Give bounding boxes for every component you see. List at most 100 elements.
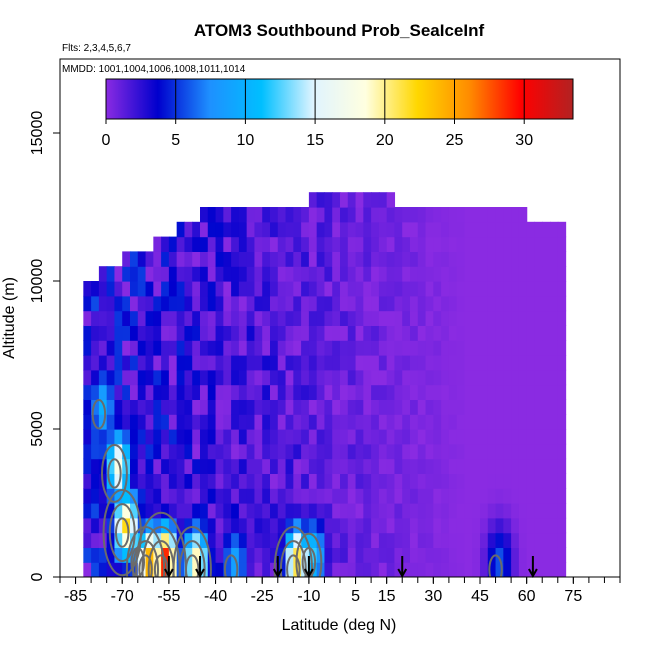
curtain-cell	[215, 236, 224, 252]
curtain-cell	[301, 443, 310, 460]
curtain-cell	[542, 517, 551, 534]
curtain-cell	[503, 221, 512, 238]
curtain-cell	[207, 473, 217, 489]
curtain-cell	[324, 251, 333, 267]
curtain-cell	[480, 517, 489, 534]
curtain-cell	[91, 473, 100, 489]
curtain-cell	[402, 251, 411, 267]
y-axis-label: Altitude (m)	[1, 277, 18, 359]
curtain-cell	[285, 473, 294, 489]
curtain-cell	[114, 414, 123, 430]
curtain-cell	[472, 488, 481, 504]
curtain-cell	[511, 473, 520, 489]
curtain-cell	[425, 207, 434, 223]
curtain-cell	[137, 547, 147, 563]
curtain-cell	[215, 221, 224, 238]
curtain-cell	[472, 369, 481, 386]
curtain-cell	[347, 532, 357, 548]
curtain-cell	[480, 399, 489, 415]
curtain-cell	[518, 532, 528, 548]
curtain-cell	[153, 517, 162, 534]
curtain-cell	[495, 562, 504, 577]
curtain-cell	[487, 207, 497, 223]
curtain-cell	[137, 295, 147, 312]
curtain-cell	[487, 547, 497, 563]
curtain-cell	[433, 369, 442, 386]
curtain-cell	[464, 399, 473, 415]
curtain-cell	[98, 295, 108, 312]
curtain-cell	[425, 295, 434, 312]
curtain-cell	[472, 458, 481, 474]
curtain-cell	[480, 221, 489, 238]
curtain-layer	[83, 192, 567, 577]
curtain-cell	[456, 384, 466, 400]
curtain-cell	[130, 295, 139, 312]
curtain-cell	[238, 251, 248, 267]
curtain-cell	[495, 310, 504, 326]
curtain-cell	[137, 532, 147, 548]
curtain-cell	[83, 547, 92, 563]
curtain-cell	[340, 207, 349, 223]
curtain-cell	[153, 473, 162, 489]
curtain-cell	[122, 295, 131, 312]
curtain-cell	[355, 384, 364, 400]
curtain-cell	[308, 207, 318, 223]
curtain-cell	[378, 532, 388, 548]
curtain-cell	[176, 562, 186, 577]
curtain-cell	[542, 251, 551, 267]
curtain-cell	[557, 488, 567, 504]
curtain-cell	[511, 399, 520, 415]
contour-line	[101, 443, 128, 503]
curtain-cell	[332, 325, 341, 341]
curtain-cell	[456, 547, 466, 563]
curtain-cell	[98, 429, 108, 445]
curtain-cell	[231, 266, 240, 282]
curtain-cell	[410, 562, 419, 577]
curtain-cell	[316, 517, 326, 534]
curtain-cell	[137, 310, 147, 326]
curtain-cell	[262, 325, 271, 341]
curtain-cell	[316, 369, 326, 386]
curtain-cell	[231, 325, 240, 341]
curtain-cell	[550, 355, 559, 371]
curtain-cell	[456, 251, 466, 267]
curtain-cell	[114, 532, 123, 548]
curtain-cell	[231, 458, 240, 474]
curtain-cell	[518, 429, 528, 445]
curtain-cell	[518, 325, 528, 341]
curtain-cell	[215, 355, 224, 371]
curtain-cell	[417, 251, 427, 267]
curtain-cell	[83, 310, 92, 326]
curtain-cell	[308, 310, 318, 326]
curtain-cell	[472, 562, 481, 577]
contour-line	[132, 540, 159, 577]
curtain-cell	[200, 458, 209, 474]
curtain-cell	[231, 443, 240, 460]
curtain-cell	[246, 414, 256, 430]
curtain-cell	[106, 369, 116, 386]
curtain-cell	[246, 207, 256, 223]
curtain-cell	[448, 281, 458, 297]
curtain-cell	[277, 251, 287, 267]
curtain-cell	[378, 458, 388, 474]
curtain-cell	[410, 532, 419, 548]
curtain-cell	[324, 547, 333, 563]
curtain-cell	[332, 207, 341, 223]
curtain-cell	[487, 340, 497, 356]
curtain-cell	[410, 369, 419, 386]
curtain-cell	[526, 310, 536, 326]
y-tick-label: 10000	[29, 259, 46, 304]
curtain-cell	[526, 325, 536, 341]
curtain-cell	[363, 340, 372, 356]
curtain-cell	[254, 236, 263, 252]
curtain-cell	[246, 355, 256, 371]
curtain-cell	[417, 369, 427, 386]
curtain-cell	[448, 399, 458, 415]
curtain-cell	[137, 429, 147, 445]
curtain-cell	[557, 429, 567, 445]
curtain-cell	[176, 266, 186, 282]
curtain-cell	[122, 547, 131, 563]
curtain-cell	[487, 221, 497, 238]
curtain-cell	[340, 547, 349, 563]
curtain-cell	[480, 281, 489, 297]
